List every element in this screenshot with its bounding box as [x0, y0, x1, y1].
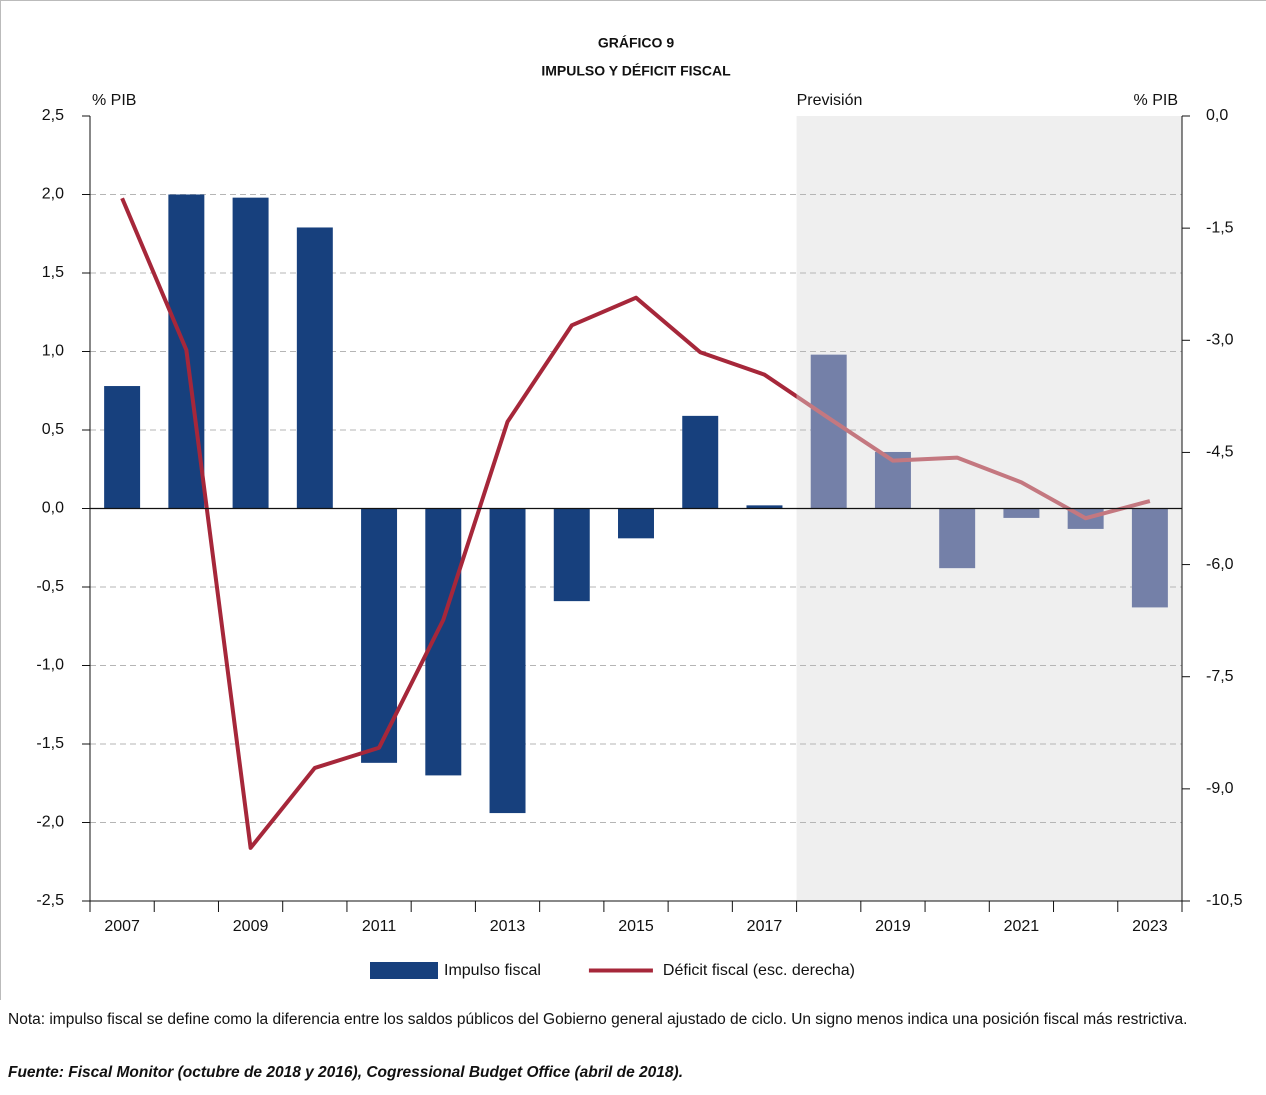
y2-axis-label: % PIB — [1134, 92, 1178, 109]
y-tick-label: -1,5 — [36, 735, 64, 752]
y-tick-label: 1,0 — [42, 343, 64, 360]
x-tick-label: 2007 — [104, 918, 140, 935]
legend-label: Déficit fiscal (esc. derecha) — [663, 962, 855, 979]
x-tick-label: 2021 — [1004, 918, 1040, 935]
y2-tick-label: -3,0 — [1206, 332, 1234, 349]
y-tick-label: 0,5 — [42, 421, 64, 438]
x-tick-label: 2009 — [233, 918, 269, 935]
y-tick-label: -1,0 — [36, 657, 64, 674]
y-tick-label: 2,0 — [42, 186, 64, 203]
bar — [810, 354, 847, 509]
y-axis-label: % PIB — [92, 92, 136, 109]
bar — [232, 197, 269, 509]
x-tick-label: 2011 — [362, 918, 397, 935]
x-tick-label: 2023 — [1132, 918, 1168, 935]
y2-tick-label: 0,0 — [1206, 107, 1228, 124]
bar — [618, 508, 654, 539]
bar — [489, 508, 526, 814]
y-tick-label: -0,5 — [36, 578, 64, 595]
note: Nota: impulso fiscal se define como la d… — [8, 1011, 1188, 1028]
bar — [296, 227, 333, 509]
bar — [939, 508, 976, 569]
x-tick-label: 2017 — [747, 918, 783, 935]
x-tick-label: 2015 — [618, 918, 654, 935]
x-tick-label: 2013 — [490, 918, 526, 935]
x-tick-label: 2019 — [875, 918, 911, 935]
bar — [682, 415, 719, 509]
chart-title: GRÁFICO 9 — [598, 35, 674, 51]
bar — [1131, 508, 1168, 608]
line — [120, 197, 1151, 850]
y2-tick-label: -6,0 — [1206, 556, 1234, 573]
y-tick-label: 1,5 — [42, 264, 64, 281]
chart-subtitle: IMPULSO Y DÉFICIT FISCAL — [541, 63, 731, 79]
y2-tick-label: -7,5 — [1206, 668, 1234, 685]
bar — [553, 508, 590, 602]
y2-tick-label: -1,5 — [1206, 219, 1234, 236]
y-tick-label: 0,0 — [42, 500, 64, 517]
y2-tick-label: -9,0 — [1206, 780, 1234, 797]
y-tick-label: -2,0 — [36, 814, 64, 831]
y2-tick-label: -10,5 — [1206, 892, 1243, 909]
legend-label: Impulso fiscal — [444, 962, 541, 979]
y2-tick-label: -4,5 — [1206, 444, 1234, 461]
bar — [1003, 508, 1040, 518]
bar — [104, 386, 141, 509]
source: Fuente: Fiscal Monitor (octubre de 2018 … — [8, 1064, 683, 1081]
bar — [746, 505, 783, 509]
forecast-label: Previsión — [797, 92, 863, 109]
y-tick-label: -2,5 — [36, 892, 64, 909]
legend-swatch — [370, 962, 438, 979]
y-tick-label: 2,5 — [42, 107, 64, 124]
